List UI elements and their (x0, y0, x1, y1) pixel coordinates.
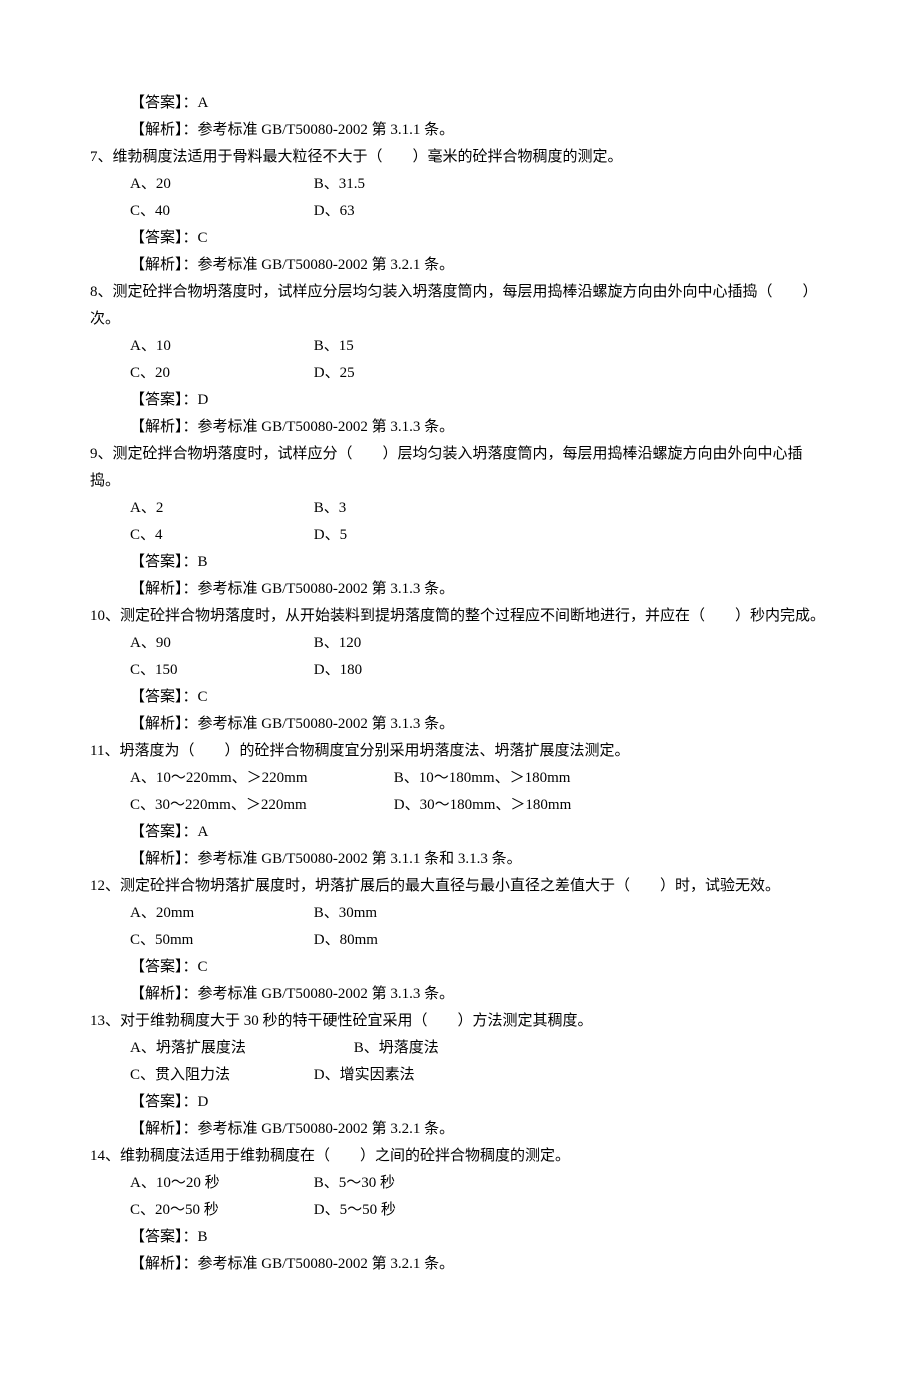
q9-option-b: B、3 (314, 495, 347, 522)
q12-text: 12、测定砼拌合物坍落扩展度时，坍落扩展后的最大直径与最小直径之差值大于（ ）时… (90, 873, 830, 900)
q8-answer: 【答案】：D (90, 387, 830, 414)
q8-option-a: A、10 (130, 333, 310, 360)
q9-answer: 【答案】：B (90, 549, 830, 576)
q14-option-b: B、5～30 秒 (314, 1170, 395, 1197)
q11-answer: 【答案】：A (90, 819, 830, 846)
q14-option-d: D、5～50 秒 (314, 1197, 396, 1224)
q11-option-c: C、30～220mm、＞220mm (130, 792, 390, 819)
q7-option-d: D、63 (314, 198, 355, 225)
q9-option-d: D、5 (314, 522, 347, 549)
q9-options-row1: A、2 B、3 (90, 495, 830, 522)
q12-explain: 【解析】：参考标准 GB/T50080-2002 第 3.1.3 条。 (90, 981, 830, 1008)
q11-options-row1: A、10～220mm、＞220mm B、10～180mm、＞180mm (90, 765, 830, 792)
q11-option-d: D、30～180mm、＞180mm (394, 792, 572, 819)
q10-explain: 【解析】：参考标准 GB/T50080-2002 第 3.1.3 条。 (90, 711, 830, 738)
q13-options-row2: C、贯入阻力法 D、增实因素法 (90, 1062, 830, 1089)
q12-answer: 【答案】：C (90, 954, 830, 981)
q13-answer: 【答案】：D (90, 1089, 830, 1116)
q10-text: 10、测定砼拌合物坍落度时，从开始装料到提坍落度筒的整个过程应不间断地进行，并应… (90, 603, 830, 630)
q10-answer: 【答案】：C (90, 684, 830, 711)
q12-options-row2: C、50mm D、80mm (90, 927, 830, 954)
q12-option-b: B、30mm (314, 900, 377, 927)
q7-option-c: C、40 (130, 198, 310, 225)
q7-options-row1: A、20 B、31.5 (90, 171, 830, 198)
q10-option-d: D、180 (314, 657, 362, 684)
q9-explain: 【解析】：参考标准 GB/T50080-2002 第 3.1.3 条。 (90, 576, 830, 603)
q7-explain: 【解析】：参考标准 GB/T50080-2002 第 3.2.1 条。 (90, 252, 830, 279)
q8-options-row1: A、10 B、15 (90, 333, 830, 360)
q12-option-a: A、20mm (130, 900, 310, 927)
q13-explain: 【解析】：参考标准 GB/T50080-2002 第 3.2.1 条。 (90, 1116, 830, 1143)
q7-option-b: B、31.5 (314, 171, 365, 198)
q8-option-d: D、25 (314, 360, 355, 387)
q7-text: 7、维勃稠度法适用于骨料最大粒径不大于（ ）毫米的砼拌合物稠度的测定。 (90, 144, 830, 171)
q14-option-a: A、10～20 秒 (130, 1170, 310, 1197)
q7-option-a: A、20 (130, 171, 310, 198)
q13-option-c: C、贯入阻力法 (130, 1062, 310, 1089)
q10-option-b: B、120 (314, 630, 362, 657)
q14-answer: 【答案】：B (90, 1224, 830, 1251)
q13-text: 13、对于维勃稠度大于 30 秒的特干硬性砼宜采用（ ）方法测定其稠度。 (90, 1008, 830, 1035)
q10-options-row1: A、90 B、120 (90, 630, 830, 657)
q10-option-c: C、150 (130, 657, 310, 684)
q7-answer: 【答案】：C (90, 225, 830, 252)
q12-options-row1: A、20mm B、30mm (90, 900, 830, 927)
q13-option-d: D、增实因素法 (314, 1062, 415, 1089)
q11-options-row2: C、30～220mm、＞220mm D、30～180mm、＞180mm (90, 792, 830, 819)
q11-text: 11、坍落度为（ ）的砼拌合物稠度宜分别采用坍落度法、坍落扩展度法测定。 (90, 738, 830, 765)
q11-option-b: B、10～180mm、＞180mm (394, 765, 571, 792)
q10-option-a: A、90 (130, 630, 310, 657)
q8-explain: 【解析】：参考标准 GB/T50080-2002 第 3.1.3 条。 (90, 414, 830, 441)
q11-explain: 【解析】：参考标准 GB/T50080-2002 第 3.1.1 条和 3.1.… (90, 846, 830, 873)
q8-option-b: B、15 (314, 333, 354, 360)
q9-option-a: A、2 (130, 495, 310, 522)
q6-explain: 【解析】：参考标准 GB/T50080-2002 第 3.1.1 条。 (90, 117, 830, 144)
q14-option-c: C、20～50 秒 (130, 1197, 310, 1224)
q9-text: 9、测定砼拌合物坍落度时，试样应分（ ）层均匀装入坍落度筒内，每层用捣棒沿螺旋方… (90, 441, 830, 495)
q13-option-a: A、坍落扩展度法 (130, 1035, 350, 1062)
q7-options-row2: C、40 D、63 (90, 198, 830, 225)
q12-option-d: D、80mm (314, 927, 378, 954)
q14-explain: 【解析】：参考标准 GB/T50080-2002 第 3.2.1 条。 (90, 1251, 830, 1278)
q13-options-row1: A、坍落扩展度法 B、坍落度法 (90, 1035, 830, 1062)
q14-options-row2: C、20～50 秒 D、5～50 秒 (90, 1197, 830, 1224)
q9-option-c: C、4 (130, 522, 310, 549)
q10-options-row2: C、150 D、180 (90, 657, 830, 684)
q8-options-row2: C、20 D、25 (90, 360, 830, 387)
q14-text: 14、维勃稠度法适用于维勃稠度在（ ）之间的砼拌合物稠度的测定。 (90, 1143, 830, 1170)
q14-options-row1: A、10～20 秒 B、5～30 秒 (90, 1170, 830, 1197)
q13-option-b: B、坍落度法 (354, 1035, 439, 1062)
q12-option-c: C、50mm (130, 927, 310, 954)
q6-answer: 【答案】：A (90, 90, 830, 117)
q11-option-a: A、10～220mm、＞220mm (130, 765, 390, 792)
q8-text: 8、测定砼拌合物坍落度时，试样应分层均匀装入坍落度筒内，每层用捣棒沿螺旋方向由外… (90, 279, 830, 333)
q8-option-c: C、20 (130, 360, 310, 387)
q9-options-row2: C、4 D、5 (90, 522, 830, 549)
